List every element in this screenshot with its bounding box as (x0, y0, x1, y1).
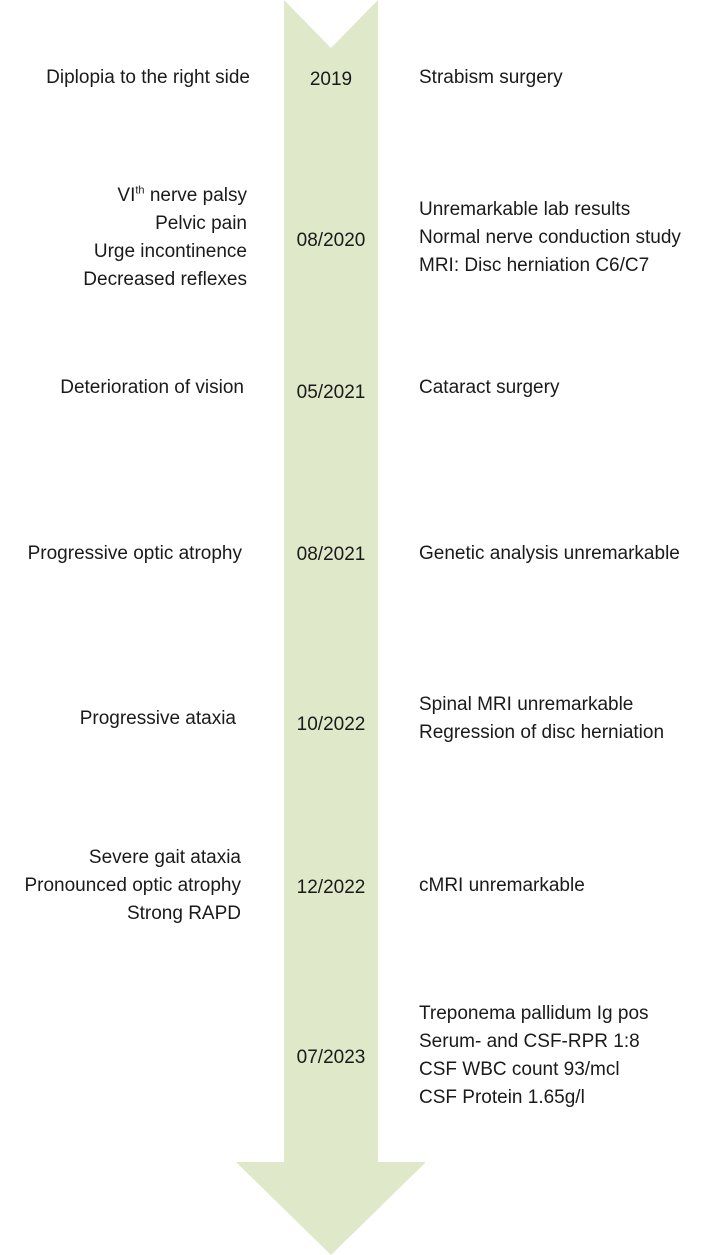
symptom-item: Progressive optic atrophy (28, 540, 242, 568)
symptom-item: VIth nerve palsy (83, 182, 247, 210)
symptom-item: Diplopia to the right side (46, 64, 250, 92)
findings-list: Strabism surgery (419, 64, 563, 92)
symptom-item: Decreased reflexes (83, 266, 247, 294)
finding-item: CSF WBC count 93/mcl (419, 1059, 620, 1080)
findings-list: Spinal MRI unremarkable Regression of dis… (419, 691, 664, 747)
finding-item: cMRI unremarkable (419, 875, 585, 896)
symptom-superscript: th (135, 184, 145, 197)
finding-item: Cataract surgery (419, 377, 560, 398)
finding-item: Serum- and CSF-RPR 1:8 (419, 1031, 640, 1052)
finding-item: Unremarkable lab results (419, 199, 631, 220)
finding-item: Regression of disc herniation (419, 722, 665, 743)
symptoms-list: Diplopia to the right side (46, 64, 250, 92)
symptom-text: VI (117, 185, 136, 206)
timeline-date: 05/2021 (296, 382, 366, 403)
symptom-item: Progressive ataxia (80, 705, 236, 733)
finding-item: MRI: Disc herniation C6/C7 (419, 255, 650, 276)
timeline-date: 08/2021 (296, 544, 366, 565)
symptom-item: Pelvic pain (83, 210, 247, 238)
symptom-item: Urge incontinence (83, 238, 247, 266)
finding-item: Spinal MRI unremarkable (419, 694, 634, 715)
timeline-arrow-body (236, 0, 426, 1255)
symptoms-list: Progressive ataxia (80, 705, 236, 733)
symptom-item: Severe gait ataxia (24, 844, 241, 872)
finding-item: CSF Protein 1.65g/l (419, 1087, 585, 1108)
symptom-text: Pronounced optic atrophy (24, 875, 241, 896)
timeline-date: 07/2023 (296, 1047, 366, 1068)
symptom-item: Pronounced optic atrophy (24, 872, 241, 900)
findings-list: cMRI unremarkable (419, 872, 585, 900)
timeline-date: 10/2022 (296, 714, 366, 735)
symptom-item: Strong RAPD (24, 900, 241, 928)
symptom-text: Diplopia to the right side (46, 67, 250, 88)
symptoms-list: VIth nerve palsy Pelvic pain Urge incontin… (83, 182, 247, 294)
symptom-text: Pelvic pain (155, 213, 247, 234)
symptom-text: Progressive ataxia (79, 708, 236, 729)
symptom-text: Deterioration of vision (60, 377, 244, 398)
symptom-text: Decreased reflexes (83, 269, 247, 290)
finding-item: Normal nerve conduction study (419, 227, 681, 248)
symptom-text: Urge incontinence (93, 241, 247, 262)
symptoms-list: Severe gait ataxia Pronounced optic atrop… (24, 844, 241, 928)
findings-list: Unremarkable lab results Normal nerve con… (419, 196, 681, 280)
timeline-date: 08/2020 (296, 230, 366, 251)
finding-item: Genetic analysis unremarkable (419, 543, 680, 564)
timeline-date: 2019 (309, 69, 353, 90)
symptoms-list: Deterioration of vision (60, 374, 244, 402)
symptom-text: Strong RAPD (126, 903, 241, 924)
symptom-text: Progressive optic atrophy (27, 543, 242, 564)
symptom-item: Deterioration of vision (60, 374, 244, 402)
symptom-text-rest: nerve palsy (144, 185, 247, 206)
finding-item: Treponema pallidum Ig pos (419, 1003, 649, 1024)
timeline-date: 12/2022 (296, 877, 366, 898)
findings-list: Treponema pallidum Ig pos Serum- and CSF-… (419, 1000, 649, 1112)
symptom-text: Severe gait ataxia (88, 847, 241, 868)
finding-item: Strabism surgery (419, 67, 563, 88)
findings-list: Cataract surgery (419, 374, 559, 402)
symptoms-list: Progressive optic atrophy (28, 540, 242, 568)
findings-list: Genetic analysis unremarkable (419, 540, 680, 568)
